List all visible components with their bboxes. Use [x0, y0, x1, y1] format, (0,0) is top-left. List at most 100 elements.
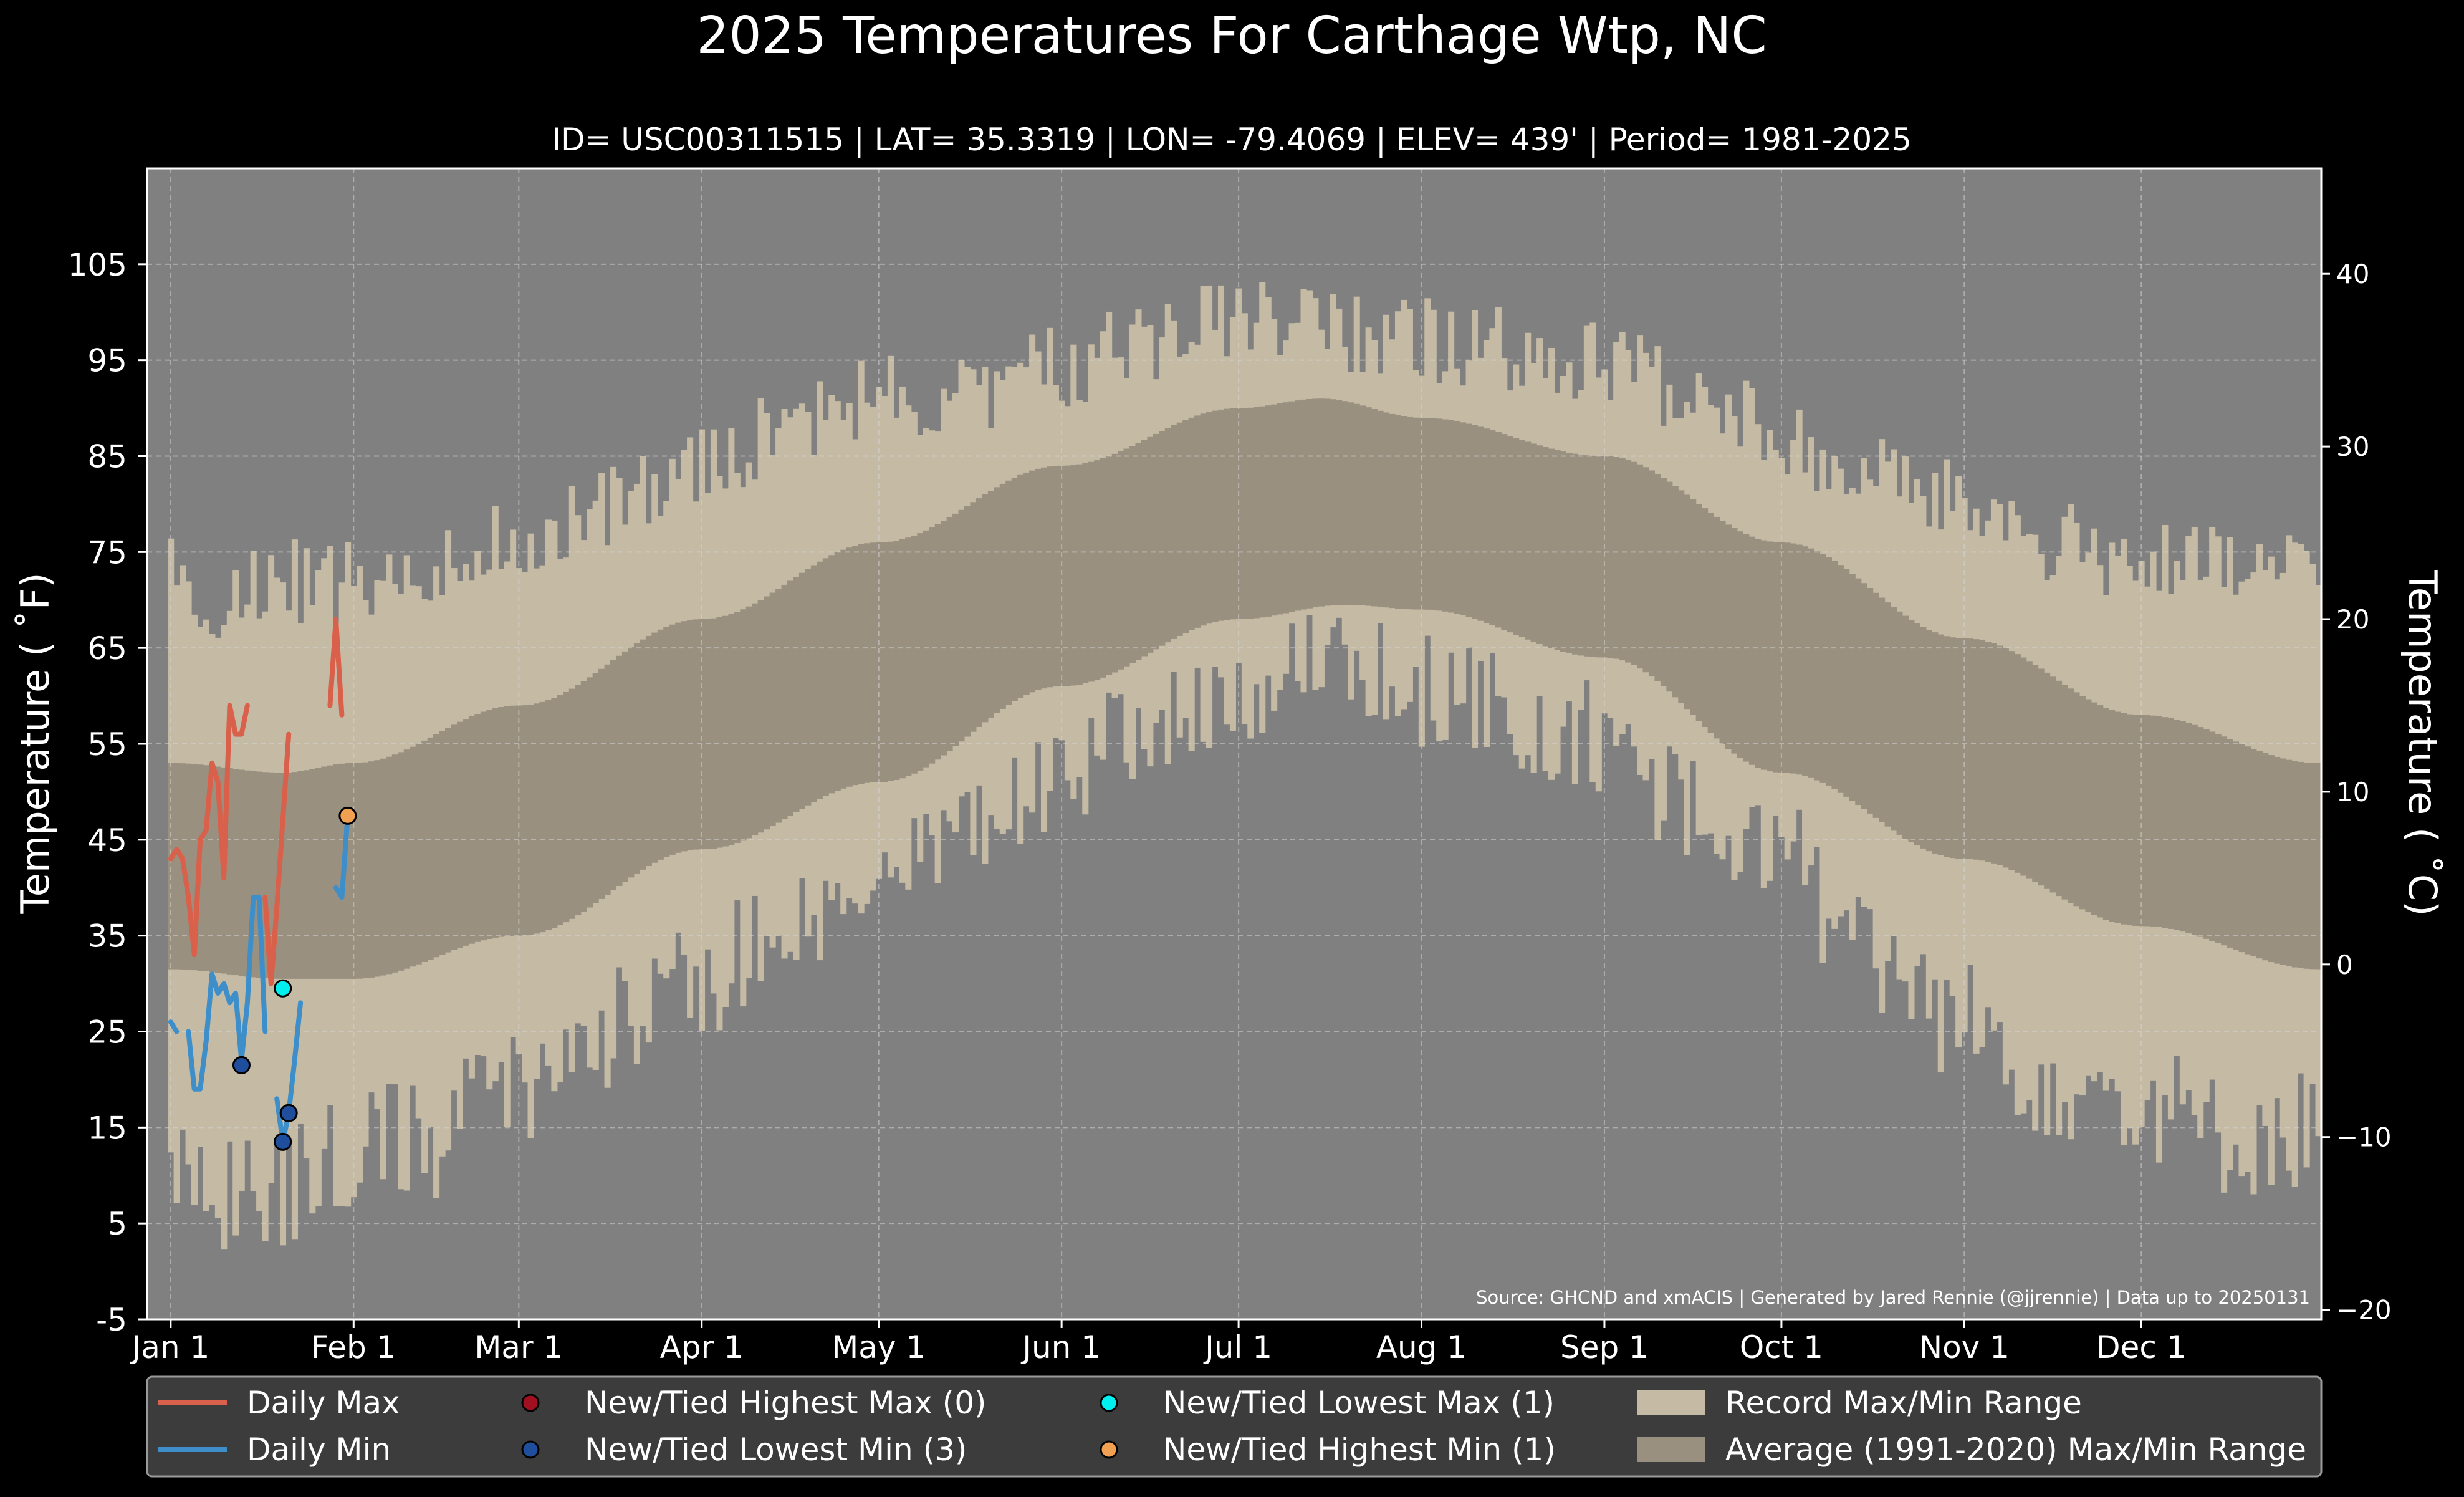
average-range-bar: [1377, 410, 1384, 607]
average-range-bar: [710, 618, 717, 849]
average-range-bar: [2233, 741, 2240, 950]
average-range-bar: [2008, 651, 2015, 870]
average-range-bar: [1790, 543, 1797, 774]
average-range-bar: [1341, 401, 1348, 605]
average-range-bar: [1855, 578, 1862, 806]
average-range-bar: [616, 655, 623, 886]
y2-tick-label: 20: [2336, 604, 2369, 635]
average-range-bar: [1843, 569, 1850, 797]
average-range-bar: [209, 766, 216, 973]
y-tick-label: 5: [107, 1206, 127, 1242]
average-range-bar: [1359, 405, 1366, 605]
average-range-bar: [1949, 637, 1956, 859]
average-range-bar: [1460, 422, 1467, 615]
average-range-bar: [1412, 417, 1419, 610]
average-range-bar: [1318, 398, 1325, 607]
average-range-bar: [810, 565, 817, 802]
average-range-bar: [870, 542, 876, 782]
average-range-bar: [1277, 403, 1283, 615]
average-range-bar: [1005, 480, 1012, 705]
average-range-bar: [2067, 688, 2074, 903]
average-range-bar: [663, 627, 670, 857]
average-range-bar: [1118, 451, 1124, 670]
average-range-bar: [1353, 403, 1360, 605]
average-range-bar: [1925, 629, 1932, 852]
legend-swatch-patch: [1637, 1390, 1705, 1415]
average-range-bar: [1813, 551, 1821, 781]
average-range-bar: [244, 770, 251, 977]
average-range-bar: [1247, 407, 1254, 619]
average-range-bar: [817, 561, 823, 799]
legend-swatch-patch: [1637, 1437, 1705, 1462]
average-range-bar: [2185, 723, 2192, 933]
average-range-bar: [1879, 597, 1886, 822]
average-range-bar: [1259, 406, 1266, 618]
average-range-bar: [675, 622, 682, 853]
average-range-bar: [1678, 490, 1685, 703]
average-range-bar: [1583, 455, 1590, 657]
average-range-bar: [557, 695, 563, 925]
average-range-bar: [604, 664, 611, 895]
average-range-bar: [327, 765, 333, 979]
y-tick-label: 105: [68, 247, 127, 283]
record-marker: [232, 1056, 251, 1074]
average-range-bar: [203, 765, 209, 971]
average-range-bar: [994, 487, 1000, 713]
average-range-bar: [1217, 409, 1225, 621]
average-range-bar: [858, 544, 865, 784]
average-range-bar: [1295, 400, 1302, 611]
average-range-bar: [1831, 561, 1838, 790]
y-axis-label-celsius: Temperature ( ˚C): [2400, 570, 2445, 917]
x-tick-label: Aug 1: [1376, 1329, 1467, 1365]
average-range-bar: [681, 621, 688, 852]
average-range-bar: [1283, 402, 1290, 614]
average-range-bar: [1401, 416, 1407, 609]
average-range-bar: [2162, 717, 2169, 928]
legend-label: Daily Max: [247, 1385, 400, 1421]
average-range-bar: [1448, 420, 1455, 613]
average-range-bar: [1224, 408, 1230, 620]
legend-swatch-dot: [1100, 1394, 1118, 1412]
average-range-bar: [2085, 699, 2092, 913]
average-range-bar: [1029, 470, 1036, 693]
average-range-bar: [1613, 457, 1620, 659]
average-range-bar: [1164, 428, 1171, 643]
average-range-bar: [893, 541, 900, 781]
plot-content: [147, 168, 2321, 1319]
average-range-bar: [1229, 408, 1236, 620]
average-range-bar: [1967, 638, 1974, 859]
average-range-bar: [669, 624, 676, 855]
average-range-bar: [1714, 516, 1720, 739]
average-range-bar: [2197, 727, 2204, 937]
average-range-bar: [2256, 751, 2263, 959]
legend-label: New/Tied Highest Min (1): [1163, 1432, 1556, 1468]
y-axis-label-fahrenheit: Temperature ( ˚F): [12, 572, 58, 914]
average-range-bar: [1849, 574, 1856, 801]
average-range-bar: [2138, 715, 2145, 927]
average-range-bar: [716, 617, 723, 848]
average-range-bar: [1902, 615, 1909, 839]
average-range-bar: [173, 763, 180, 970]
average-range-bar: [775, 589, 782, 823]
average-range-bar: [728, 614, 735, 845]
average-range-bar: [840, 549, 847, 789]
average-range-bar: [309, 769, 316, 979]
average-range-bar: [752, 603, 759, 836]
legend-swatch-dot: [521, 1394, 540, 1412]
average-range-bar: [250, 771, 257, 978]
average-range-bar: [2179, 721, 2186, 932]
average-range-bar: [410, 746, 416, 967]
average-range-bar: [1637, 464, 1644, 669]
average-range-bar: [1837, 565, 1844, 793]
average-range-bar: [1336, 400, 1343, 605]
average-range-bar: [1171, 425, 1177, 639]
average-range-bar: [852, 546, 859, 786]
average-range-bar: [2091, 702, 2097, 915]
average-range-bar: [734, 612, 741, 843]
average-range-bar: [1997, 645, 2003, 865]
average-range-bar: [1979, 640, 1986, 861]
average-range-bar: [2167, 718, 2174, 929]
average-range-bar: [2073, 692, 2080, 907]
average-range-bar: [2144, 715, 2151, 927]
average-range-bar: [1035, 468, 1042, 690]
